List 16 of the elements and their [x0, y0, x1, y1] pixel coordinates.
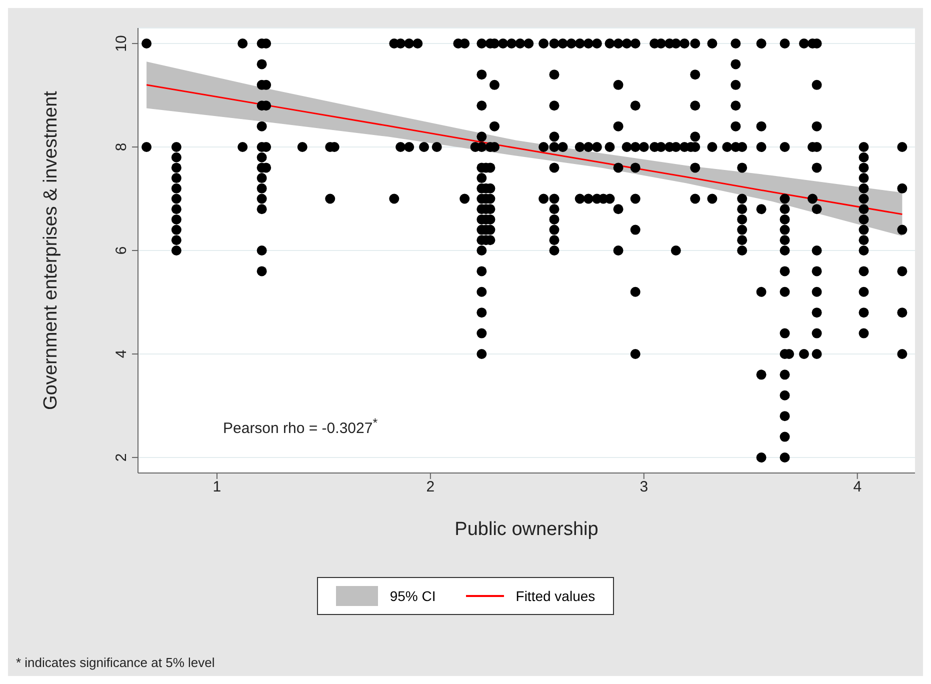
- annotation: Pearson rho = -0.3027$^{*}$: [223, 416, 378, 437]
- legend-label: Fitted values: [516, 588, 596, 604]
- y-tick-label: 10: [113, 35, 130, 52]
- text: * indicates significance at 5% level: [16, 655, 215, 670]
- x-tick-label: 2: [426, 478, 435, 496]
- line-series: [146, 84, 903, 216]
- y-tick-label: 2: [113, 453, 130, 462]
- x-tick-label: 4: [853, 478, 862, 496]
- y-tick-label: 6: [113, 246, 130, 255]
- y-axis-title: Government enterprises & investment: [40, 90, 62, 410]
- x-tick-label: 1: [212, 478, 222, 496]
- text: 95% CI: [390, 588, 436, 604]
- y-tick-label: 4: [113, 350, 130, 358]
- x-tick-label: 3: [640, 478, 648, 496]
- y-tick-label: 8: [113, 142, 130, 152]
- x-axis-title: Public ownership: [454, 519, 598, 540]
